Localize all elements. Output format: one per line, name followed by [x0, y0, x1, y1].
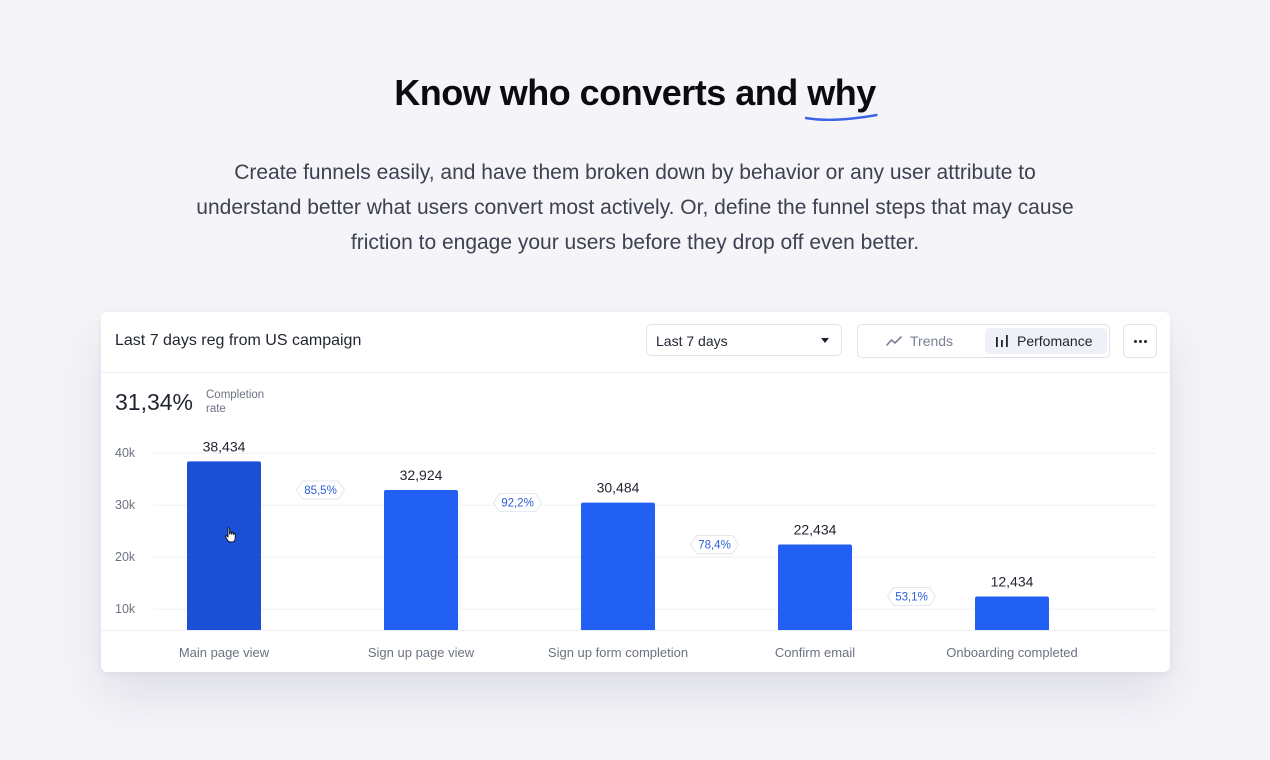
category-label: Sign up form completion: [548, 645, 688, 660]
more-dot: [1139, 340, 1142, 343]
hand-cursor-icon: [225, 527, 236, 543]
y-tick-label: 40k: [115, 446, 136, 460]
performance-label: Perfomance: [1017, 333, 1093, 349]
y-tick-label: 20k: [115, 550, 136, 564]
y-tick-label: 10k: [115, 602, 136, 616]
trends-tab[interactable]: Trends: [876, 328, 963, 354]
trends-label: Trends: [910, 333, 954, 349]
bar-value-label: 30,484: [597, 480, 640, 496]
hero-title: Know who converts and why: [0, 72, 1270, 121]
date-range-value: Last 7 days: [656, 333, 728, 349]
funnel-bar[interactable]: [384, 489, 458, 630]
x-axis-line: [101, 630, 1170, 631]
hero-title-highlight: why: [805, 72, 878, 121]
bar-chart-icon: [996, 335, 1008, 347]
completion-rate-label: Completion rate: [206, 389, 265, 415]
category-label: Main page view: [179, 645, 270, 660]
bar-value-label: 38,434: [203, 438, 246, 454]
conversion-badge: [689, 535, 740, 555]
date-range-select[interactable]: Last 7 days: [646, 324, 842, 356]
y-tick-label: 30k: [115, 498, 136, 512]
category-label: Sign up page view: [368, 645, 475, 660]
caret-down-icon: [821, 338, 829, 343]
card-header: Last 7 days reg from US campaign Last 7 …: [101, 312, 1170, 373]
bar-value-label: 32,924: [400, 467, 443, 483]
conversion-rate-label: 78,4%: [698, 540, 731, 552]
category-label: Onboarding completed: [946, 645, 1078, 660]
more-options-button[interactable]: [1123, 324, 1157, 358]
funnel-chart: 10k 20k 30k 40k 38,434 Main page view 32,924 Si…: [115, 438, 1156, 660]
conversion-rate-label: 92,2%: [501, 498, 534, 510]
trend-line-icon: [886, 336, 902, 346]
funnel-bar[interactable]: [975, 596, 1049, 630]
funnel-bar[interactable]: [778, 544, 852, 630]
hero-title-highlight-text: why: [807, 72, 876, 113]
more-dot: [1144, 340, 1147, 343]
conversion-badge: [492, 493, 543, 513]
underline-decoration: [805, 113, 878, 121]
funnel-bar[interactable]: [581, 502, 655, 630]
bar-value-label: 12,434: [991, 574, 1034, 590]
conversion-badge: [295, 480, 346, 500]
hero-subtitle: Create funnels easily, and have them bro…: [196, 161, 1074, 254]
more-dots-icon: [1134, 340, 1137, 343]
performance-tab[interactable]: Perfomance: [985, 328, 1107, 354]
funnel-card: Last 7 days reg from US campaign Last 7 …: [101, 312, 1170, 672]
view-toggle: Trends Perfomance: [857, 324, 1110, 358]
bar-value-label: 22,434: [794, 522, 837, 538]
conversion-rate-label: 85,5%: [304, 485, 337, 497]
hero-title-main: Know who converts and: [394, 72, 808, 113]
conversion-badge: [886, 587, 937, 607]
completion-rate-value: 31,34%: [115, 389, 194, 415]
funnel-bar[interactable]: [187, 461, 261, 630]
conversion-rate-label: 53,1%: [895, 592, 928, 604]
category-label: Confirm email: [775, 645, 855, 660]
card-title: Last 7 days reg from US campaign: [115, 332, 362, 349]
